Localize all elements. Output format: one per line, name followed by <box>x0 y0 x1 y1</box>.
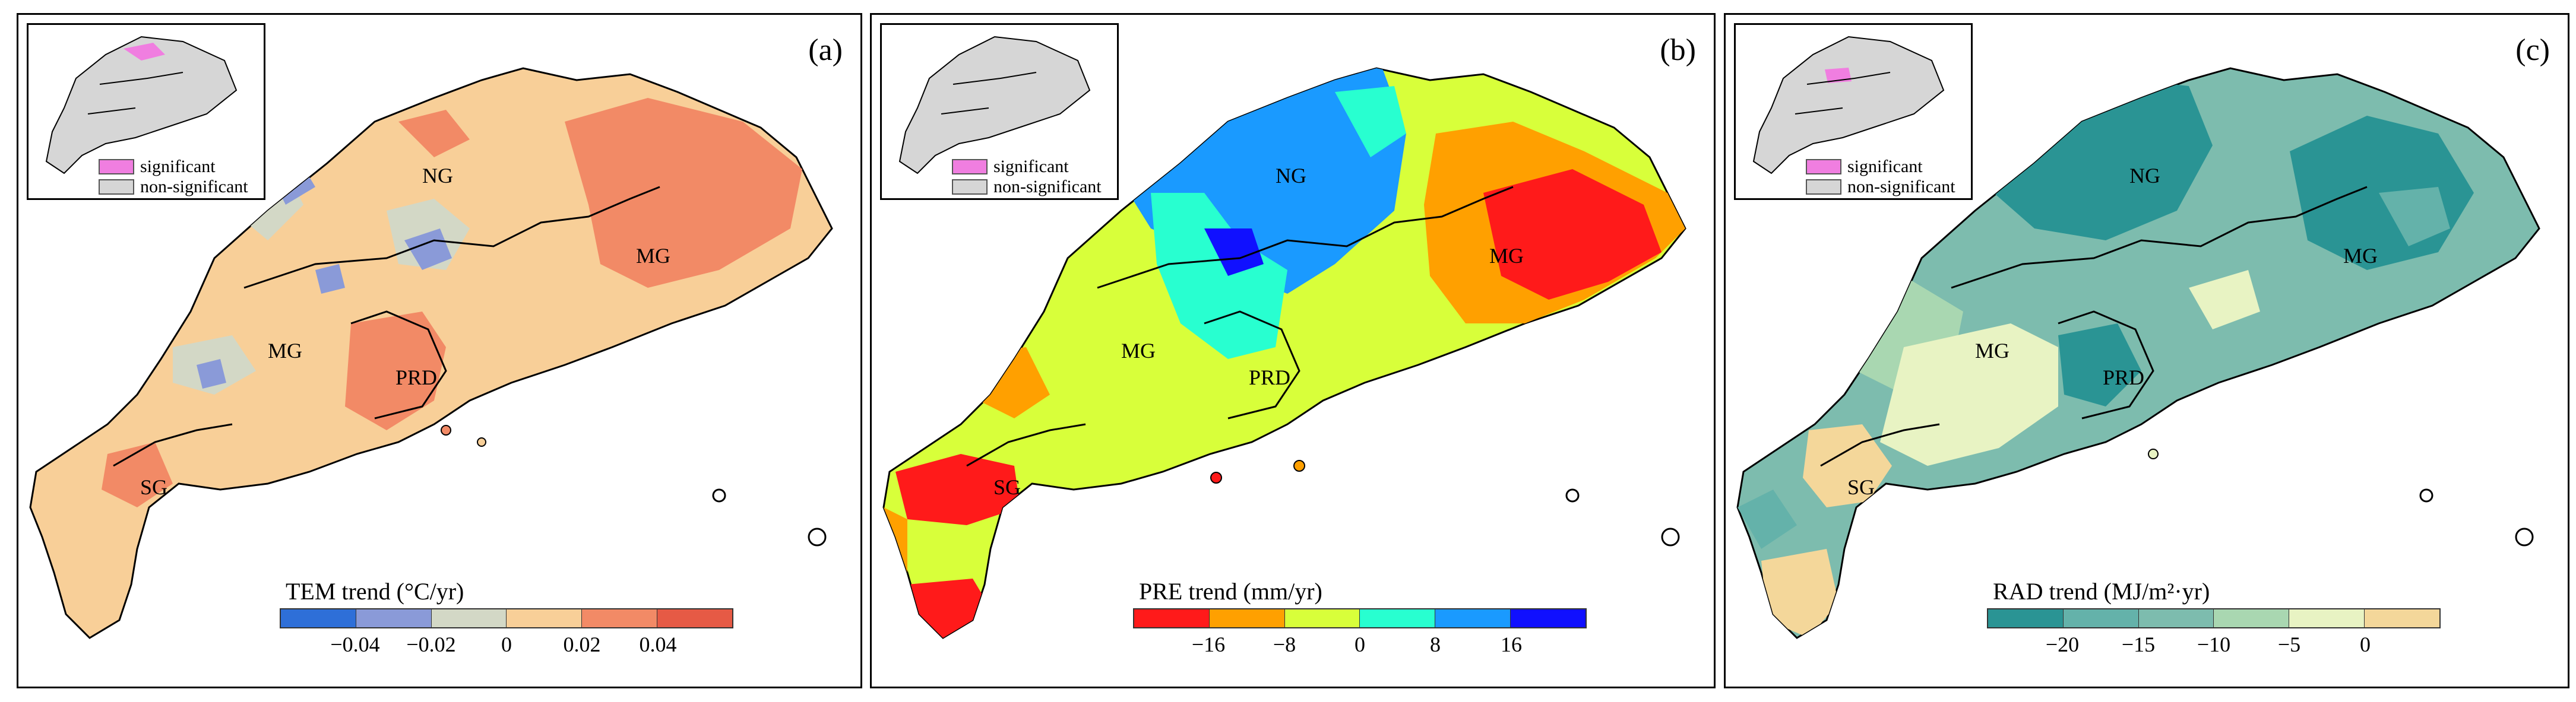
colorbar-bin <box>2365 609 2439 627</box>
colorbar-tick: 16 <box>1501 633 1522 656</box>
significance-inset: significant non-significant <box>27 23 265 200</box>
colorbar-bin <box>1511 609 1586 627</box>
colorbar-tick: 0 <box>1355 633 1365 656</box>
significant-swatch <box>952 159 988 174</box>
colorbar-tick: −20 <box>2045 633 2080 656</box>
legend-non-significant-label: non-significant <box>140 177 248 196</box>
panel-b: significant non-significant (b) NG MG MG… <box>870 13 1716 688</box>
map-tem-trend <box>29 67 833 639</box>
region-label-mg-east: MG <box>1489 244 1524 268</box>
region-label-prd: PRD <box>2103 366 2145 389</box>
colorbar-bin <box>1360 609 1436 627</box>
legend-significant-label: significant <box>1847 157 1923 176</box>
map-pre-trend <box>882 67 1686 639</box>
region-label-mg-west: MG <box>268 339 303 363</box>
map-rad-trend <box>1736 67 2540 639</box>
legend-significant-label: significant <box>993 157 1069 176</box>
region-label-prd: PRD <box>1249 366 1291 389</box>
inset-mini-map <box>1752 36 1945 174</box>
non-significant-swatch <box>99 179 134 195</box>
region-label-sg: SG <box>1847 475 1875 499</box>
colorbar-tick: −5 <box>2277 633 2301 656</box>
significant-swatch <box>1806 159 1841 174</box>
colorbar-tick: 0.02 <box>563 633 601 656</box>
colorbar-bin <box>281 609 356 627</box>
region-label-mg-east: MG <box>636 244 671 268</box>
colorbar-bin <box>2063 609 2139 627</box>
panel-label: (b) <box>1660 33 1696 67</box>
panel-a: significant non-significant (a) NG MG MG… <box>17 13 862 688</box>
legend-non-significant: non-significant <box>1806 177 1955 197</box>
colorbar-bin <box>1435 609 1511 627</box>
legend-significant: significant <box>1806 157 1923 177</box>
colorbar <box>1133 608 1587 628</box>
colorbar-bin <box>2289 609 2365 627</box>
region-label-mg-east: MG <box>2343 244 2378 268</box>
legend-non-significant: non-significant <box>952 177 1102 197</box>
legend-significant: significant <box>952 157 1069 177</box>
region-label-prd: PRD <box>395 366 438 389</box>
colorbar-tick: −0.04 <box>330 633 380 656</box>
non-significant-swatch <box>1806 179 1841 195</box>
colorbar-tick: 8 <box>1430 633 1441 656</box>
colorbar-tick: 0 <box>2360 633 2371 656</box>
panel-label: (c) <box>2515 33 2550 67</box>
colorbar <box>280 608 733 628</box>
region-label-ng: NG <box>422 164 453 188</box>
colorbar-tick: −8 <box>1273 633 1296 656</box>
colorbar-title: PRE trend (mm/yr) <box>1139 578 1322 605</box>
colorbar-bin <box>1134 609 1210 627</box>
colorbar-bin <box>1988 609 2064 627</box>
panel-label: (a) <box>808 33 843 67</box>
significant-swatch <box>99 159 134 174</box>
region-label-ng: NG <box>1276 164 1306 188</box>
legend-significant: significant <box>99 157 216 177</box>
legend-non-significant-label: non-significant <box>1847 177 1955 196</box>
inset-mini-map <box>898 36 1091 174</box>
colorbar-bin <box>356 609 432 627</box>
colorbar-bin <box>507 609 583 627</box>
legend-non-significant: non-significant <box>99 177 248 197</box>
inset-mini-map <box>45 36 238 174</box>
non-significant-swatch <box>952 179 988 195</box>
colorbar-bin <box>1209 609 1285 627</box>
region-label-sg: SG <box>993 475 1021 499</box>
colorbar-tick: −15 <box>2121 633 2156 656</box>
region-label-ng: NG <box>2129 164 2160 188</box>
legend-significant-label: significant <box>140 157 216 176</box>
colorbar-title: RAD trend (MJ/m²·yr) <box>1993 578 2210 605</box>
colorbar-bin <box>1284 609 1360 627</box>
colorbar-bin <box>582 609 658 627</box>
colorbar <box>1987 608 2441 628</box>
region-label-mg-west: MG <box>1121 339 1156 363</box>
colorbar-tick: −0.02 <box>406 633 456 656</box>
colorbar-bin <box>2214 609 2290 627</box>
colorbar-tick: −16 <box>1191 633 1226 656</box>
panel-c: significant non-significant (c) NG MG MG… <box>1724 13 2569 688</box>
region-label-sg: SG <box>140 475 168 499</box>
colorbar-bin <box>2138 609 2214 627</box>
significance-inset: significant non-significant <box>880 23 1119 200</box>
colorbar-title: TEM trend (°C/yr) <box>286 578 464 605</box>
colorbar-tick: 0 <box>501 633 512 656</box>
region-label-mg-west: MG <box>1975 339 2010 363</box>
colorbar-tick: 0.04 <box>639 633 677 656</box>
colorbar-bin <box>431 609 507 627</box>
legend-non-significant-label: non-significant <box>993 177 1102 196</box>
colorbar-tick: −10 <box>2197 633 2231 656</box>
colorbar-bin <box>657 609 732 627</box>
significance-inset: significant non-significant <box>1734 23 1973 200</box>
